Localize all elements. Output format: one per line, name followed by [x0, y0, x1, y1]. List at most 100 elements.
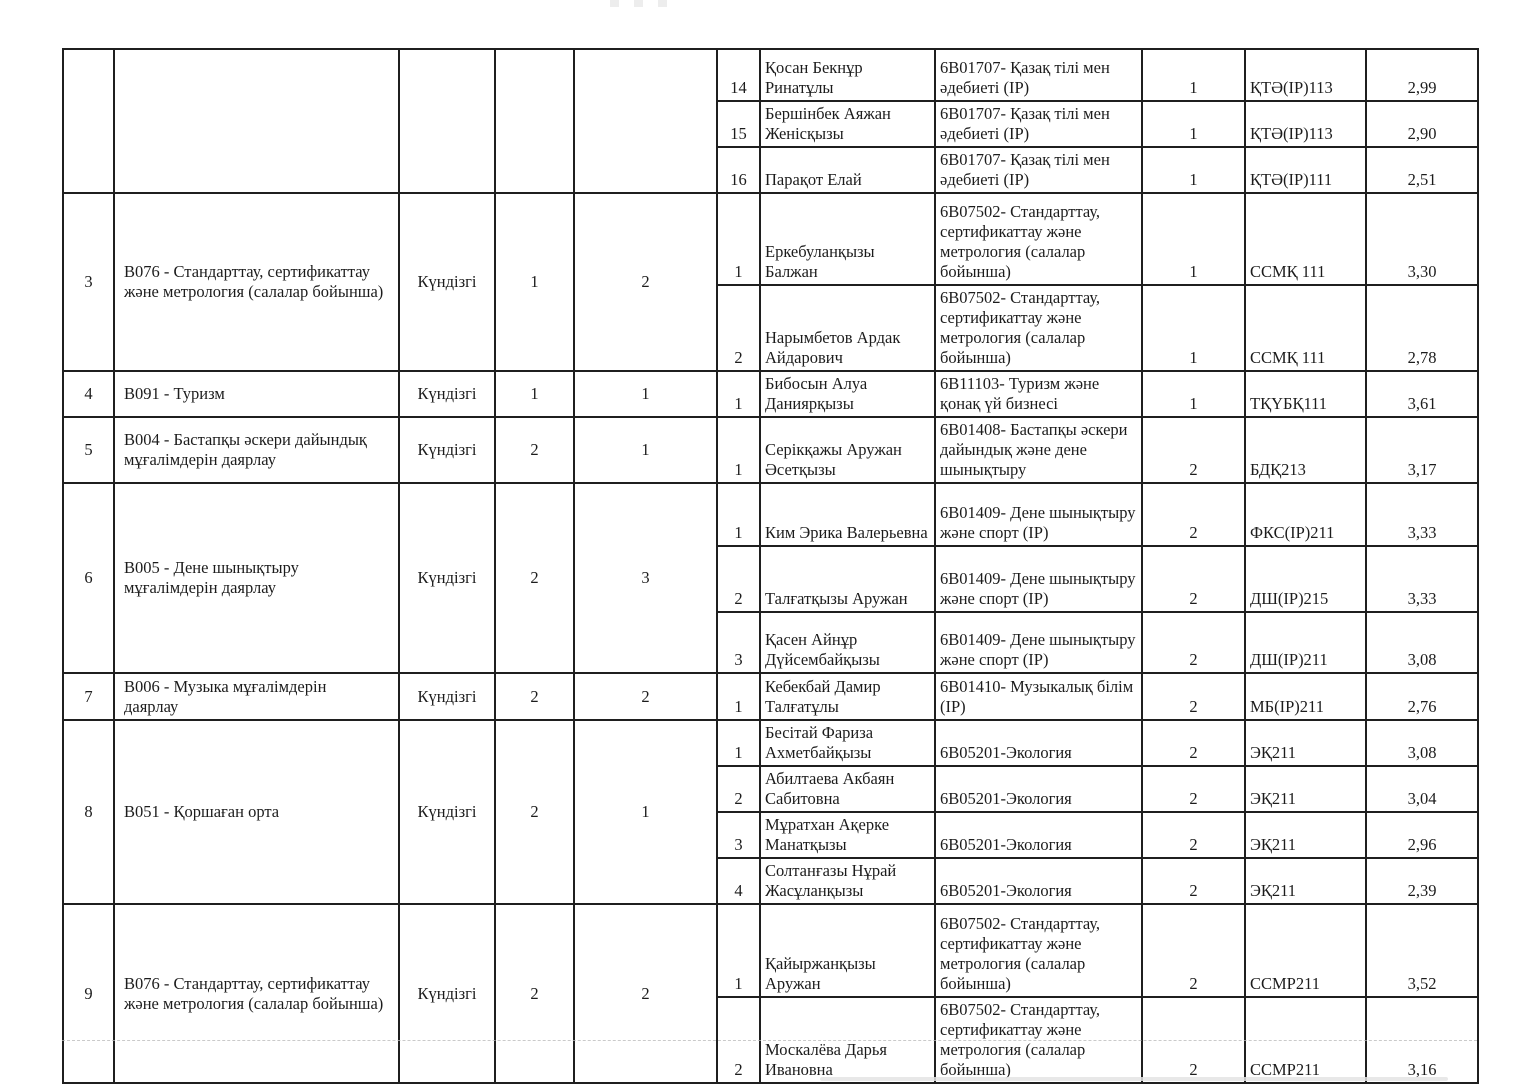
study-form-cell: Күндізгі — [398, 672, 496, 721]
student-no-cell: 1 — [716, 672, 761, 721]
student-name-cell: Мұратхан Ақерке Манатқызы — [759, 811, 936, 859]
student-name-cell: Қосан Бекнұр Ринатұлы — [759, 48, 936, 102]
student-no-cell: 2 — [716, 284, 761, 372]
student-row: 3 Мұратхан Ақерке Манатқызы 6B05201-Экол… — [63, 811, 1479, 859]
course-cell: 1 — [1141, 48, 1246, 102]
student-no-cell: 1 — [716, 482, 761, 547]
education-program-cell: 6B01707- Қазақ тілі мен әдебиеті (IP) — [934, 146, 1143, 194]
education-program-cell: 6B05201-Экология — [934, 765, 1143, 813]
education-program-cell: 6B01409- Дене шынықтыру және спорт (IP) — [934, 611, 1143, 674]
group-cell: ҚТӘ(IP)111 — [1244, 146, 1367, 194]
education-program-cell: 6B01410- Музыкалық білім (IP) — [934, 672, 1143, 721]
scan-artifact-top — [634, 0, 643, 7]
program-name-cell: В004 - Бастапқы әскери дайындық мұғалімд… — [113, 416, 400, 484]
gpa-cell: 3,08 — [1365, 611, 1479, 674]
scan-artifact-top — [610, 0, 619, 7]
student-row: 5 В004 - Бастапқы әскери дайындық мұғалі… — [62, 416, 1479, 484]
program-student-count-cell: 2 — [573, 903, 718, 1084]
group-cell: ЭҚ211 — [1244, 857, 1367, 905]
education-program-cell: 6B07502- Стандарттау, сертификаттау және… — [934, 284, 1143, 372]
students-gpa-table: 14 Қосан Бекнұр Ринатұлы 6B01707- Қазақ … — [62, 48, 1479, 1084]
student-no-cell: 2 — [716, 545, 761, 613]
gpa-cell: 3,33 — [1365, 545, 1479, 613]
program-course-cell: 2 — [494, 672, 575, 721]
gpa-cell: 3,33 — [1365, 482, 1479, 547]
program-student-count-cell: 1 — [573, 416, 718, 484]
program-course-cell: 2 — [494, 719, 575, 905]
program-name-cell: В005 - Дене шынықтыру мұғалімдерін даярл… — [113, 482, 400, 674]
gpa-cell: 3,04 — [1365, 765, 1479, 813]
course-cell: 2 — [1141, 611, 1246, 674]
gpa-cell: 3,08 — [1365, 719, 1479, 767]
program-name-cell — [113, 48, 400, 194]
group-cell: ССМР211 — [1244, 903, 1367, 998]
course-cell: 2 — [1141, 903, 1246, 998]
group-cell: ФКС(IP)211 — [1244, 482, 1367, 547]
program-course-cell: 2 — [494, 482, 575, 674]
student-no-cell: 1 — [716, 370, 761, 418]
course-cell: 2 — [1141, 857, 1246, 905]
program-student-count-cell: 2 — [573, 672, 718, 721]
scan-artifact-top — [658, 0, 667, 7]
study-form-cell: Күндізгі — [398, 370, 496, 418]
course-cell: 1 — [1141, 284, 1246, 372]
course-cell: 2 — [1141, 719, 1246, 767]
group-cell: ЭҚ211 — [1244, 765, 1367, 813]
study-form-cell: Күндізгі — [398, 719, 496, 905]
group-cell: МБ(IP)211 — [1244, 672, 1367, 721]
gpa-cell: 2,78 — [1365, 284, 1479, 372]
student-row: 15 Бершінбек Аяжан Женісқызы 6B01707- Қа… — [63, 100, 1479, 148]
program-no-cell: 8 — [62, 719, 115, 905]
study-form-cell — [398, 48, 496, 194]
program-course-cell: 1 — [494, 192, 575, 372]
student-row: 4 В091 - Туризм Күндізгі 1 1 1 Бибосын А… — [62, 370, 1479, 418]
course-cell: 2 — [1141, 811, 1246, 859]
education-program-cell: 6B01707- Қазақ тілі мен әдебиеті (IP) — [934, 48, 1143, 102]
education-program-cell: 6B05201-Экология — [934, 857, 1143, 905]
student-row: 3 Қасен Айнұр Дүйсембайқызы 6B01409- Ден… — [63, 611, 1479, 674]
student-name-cell: Кебекбай Дамир Талғатұлы — [759, 672, 936, 721]
student-no-cell: 1 — [716, 416, 761, 484]
gpa-cell: 2,39 — [1365, 857, 1479, 905]
program-no-cell: 6 — [62, 482, 115, 674]
student-row: 2 Талғатқызы Аружан 6B01409- Дене шынықт… — [63, 545, 1479, 613]
program-student-count-cell: 1 — [573, 719, 718, 905]
course-cell: 2 — [1141, 416, 1246, 484]
student-row: 3 В076 - Стандарттау, сертификаттау және… — [62, 192, 1479, 372]
education-program-cell: 6B01408- Бастапқы әскери дайындық және д… — [934, 416, 1143, 484]
group-cell: ЭҚ211 — [1244, 719, 1367, 767]
student-name-cell: Нарымбетов Ардак Айдарович — [759, 284, 936, 372]
program-name-cell: В076 - Стандарттау, сертификаттау және м… — [113, 903, 400, 1084]
group-cell: БДҚ213 — [1244, 416, 1367, 484]
student-name-cell: Солтанғазы Нұрай Жасұланқызы — [759, 857, 936, 905]
student-no-cell: 2 — [716, 765, 761, 813]
program-student-count-cell: 2 — [573, 192, 718, 372]
student-row: 2 Абилтаева Акбаян Сабитовна 6B05201-Эко… — [63, 765, 1479, 813]
study-form-cell: Күндізгі — [398, 416, 496, 484]
course-cell: 1 — [1141, 100, 1246, 148]
student-row: 7 В006 - Музыка мұғалімдерін даярлау Күн… — [62, 672, 1479, 721]
study-form-cell: Күндізгі — [398, 903, 496, 1084]
program-name-cell: В006 - Музыка мұғалімдерін даярлау — [113, 672, 400, 721]
student-name-cell: Ким Эрика Валерьевна — [759, 482, 936, 547]
student-no-cell: 14 — [716, 48, 761, 102]
program-no-cell: 5 — [62, 416, 115, 484]
student-name-cell: Абилтаева Акбаян Сабитовна — [759, 765, 936, 813]
student-no-cell: 1 — [716, 719, 761, 767]
gpa-cell: 2,99 — [1365, 48, 1479, 102]
student-no-cell: 4 — [716, 857, 761, 905]
program-name-cell: В091 - Туризм — [113, 370, 400, 418]
group-cell: ҚТӘ(IP)113 — [1244, 48, 1367, 102]
gpa-cell: 2,96 — [1365, 811, 1479, 859]
program-no-cell: 3 — [62, 192, 115, 372]
education-program-cell: 6B07502- Стандарттау, сертификаттау және… — [934, 903, 1143, 998]
student-name-cell: Қасен Айнұр Дүйсембайқызы — [759, 611, 936, 674]
student-row: 6 В005 - Дене шынықтыру мұғалімдерін дая… — [62, 482, 1479, 674]
group-cell: ССМҚ 111 — [1244, 192, 1367, 286]
education-program-cell: 6B01409- Дене шынықтыру және спорт (IP) — [934, 545, 1143, 613]
course-cell: 1 — [1141, 146, 1246, 194]
course-cell: 1 — [1141, 192, 1246, 286]
program-no-cell: 4 — [62, 370, 115, 418]
scan-artifact-line — [62, 1040, 1477, 1041]
